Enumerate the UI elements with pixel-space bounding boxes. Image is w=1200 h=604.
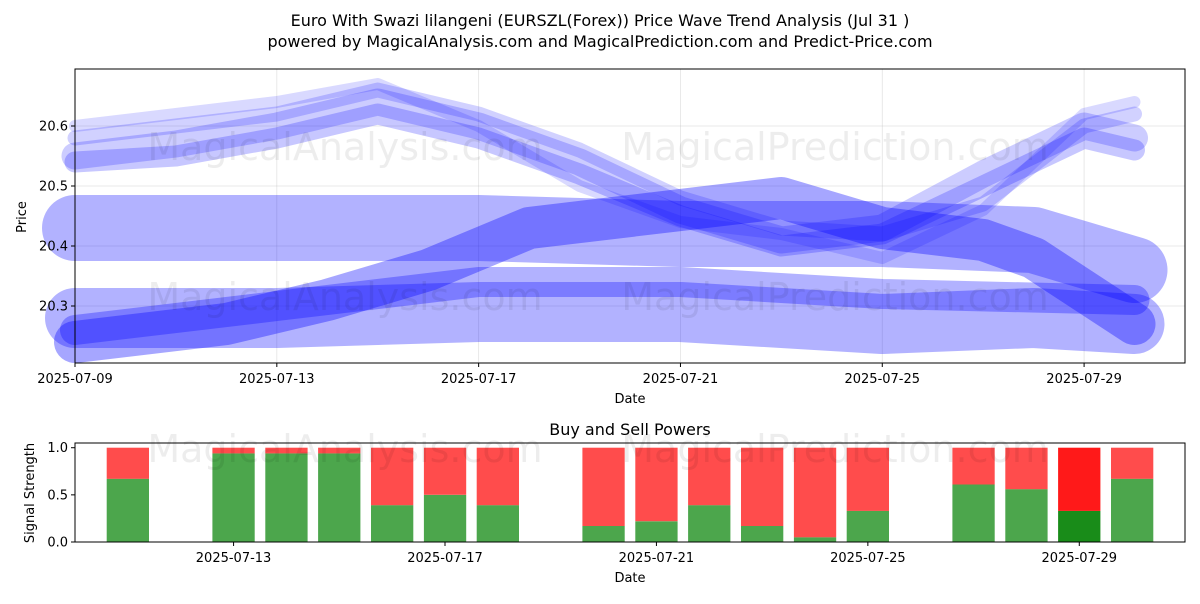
sell-bar bbox=[1005, 447, 1048, 490]
buy-bar bbox=[635, 521, 678, 542]
sell-bar bbox=[423, 447, 467, 495]
price-x-tick-label: 2025-07-09 bbox=[37, 372, 113, 387]
buy-sell-x-tick-label: 2025-07-17 bbox=[407, 551, 483, 566]
buy-bar bbox=[741, 526, 784, 542]
buy-sell-x-axis-label: Date bbox=[614, 571, 645, 586]
sell-bar bbox=[582, 447, 625, 526]
sell-bar bbox=[212, 447, 255, 454]
sell-bar bbox=[952, 447, 995, 485]
price-y-tick-label: 20.5 bbox=[39, 180, 68, 195]
price-x-tick-label: 2025-07-25 bbox=[844, 372, 920, 387]
buy-sell-y-tick-label: 0.5 bbox=[47, 488, 68, 503]
price-plot-frame bbox=[74, 68, 1186, 364]
sell-bar bbox=[1058, 447, 1101, 511]
price-y-axis-label: Price bbox=[15, 201, 30, 233]
price-y-tick-label: 20.4 bbox=[39, 240, 68, 255]
buy-sell-plot-frame bbox=[74, 442, 1186, 543]
price-wave-band bbox=[42, 195, 1168, 303]
price-y-tick-label: 20.3 bbox=[39, 300, 68, 315]
buy-sell-x-tick-label: 2025-07-29 bbox=[1042, 551, 1118, 566]
watermark-analysis-bottom: MagicalAnalysis.com bbox=[147, 427, 542, 471]
sell-bar bbox=[371, 447, 414, 506]
sell-bar bbox=[1111, 447, 1154, 479]
price-wave-band bbox=[67, 82, 1142, 242]
watermark-prediction-bottom: MagicalPrediction.com bbox=[621, 427, 1049, 471]
buy-sell-title: Buy and Sell Powers bbox=[549, 420, 711, 439]
buy-bar bbox=[371, 505, 414, 542]
buy-bar bbox=[793, 537, 837, 542]
buy-sell-y-ticks: 0.0 0.5 1.0 bbox=[47, 441, 75, 551]
chart-title-line2: powered by MagicalAnalysis.com and Magic… bbox=[267, 32, 932, 51]
price-wave-band bbox=[45, 282, 1165, 354]
sell-bar bbox=[318, 447, 361, 454]
price-x-tick-label: 2025-07-21 bbox=[643, 372, 719, 387]
watermark-prediction-top-1: MagicalPrediction.com bbox=[621, 125, 1049, 169]
watermark-prediction-top-2: MagicalPrediction.com bbox=[621, 275, 1049, 319]
buy-sell-chart: Buy and Sell Powers MagicalAnalysis.com … bbox=[23, 420, 1186, 586]
price-wave-band bbox=[61, 88, 1148, 254]
buy-bar bbox=[423, 494, 467, 542]
sell-bar bbox=[476, 447, 519, 506]
buy-bar bbox=[1058, 510, 1101, 542]
buy-sell-x-tick-label: 2025-07-13 bbox=[196, 551, 272, 566]
buy-sell-x-ticks: 2025-07-13 2025-07-17 2025-07-21 2025-07-25… bbox=[196, 542, 1117, 566]
buy-sell-y-tick-label: 0.0 bbox=[47, 536, 68, 551]
price-x-axis-label: Date bbox=[614, 392, 645, 407]
price-y-tick-label: 20.6 bbox=[39, 120, 68, 135]
price-x-ticks: 2025-07-09 2025-07-13 2025-07-17 2025-07-21… bbox=[37, 363, 1122, 387]
sell-bar bbox=[265, 447, 308, 454]
buy-bar bbox=[952, 484, 995, 542]
buy-sell-y-tick-label: 1.0 bbox=[47, 441, 68, 456]
price-wave-band bbox=[64, 103, 1145, 257]
buy-bar bbox=[106, 478, 149, 542]
sell-bar bbox=[688, 447, 731, 506]
buy-bar bbox=[1005, 489, 1048, 542]
chart-title-line1: Euro With Swazi lilangeni (EURSZL(Forex)… bbox=[291, 11, 910, 30]
buy-bar bbox=[688, 505, 731, 542]
buy-bar bbox=[265, 453, 308, 542]
buy-sell-y-axis-label: Signal Strength bbox=[23, 443, 38, 543]
price-wave-chart: MagicalAnalysis.com MagicalPrediction.co… bbox=[15, 68, 1186, 407]
sell-bar bbox=[793, 447, 837, 538]
buy-sell-x-tick-label: 2025-07-25 bbox=[830, 551, 906, 566]
price-wave-band bbox=[60, 267, 1150, 345]
watermark-analysis-top-1: MagicalAnalysis.com bbox=[147, 125, 542, 169]
sell-bar bbox=[635, 447, 678, 522]
buy-bar bbox=[846, 510, 889, 542]
buy-sell-bars bbox=[106, 447, 1154, 542]
price-wave-band bbox=[69, 78, 1141, 264]
sell-bar bbox=[741, 447, 784, 526]
price-waves bbox=[42, 78, 1168, 363]
sell-bar bbox=[846, 447, 889, 511]
price-x-tick-label: 2025-07-13 bbox=[239, 372, 315, 387]
buy-bar bbox=[318, 453, 361, 542]
sell-bar bbox=[106, 447, 149, 479]
price-x-tick-label: 2025-07-17 bbox=[441, 372, 517, 387]
buy-bar bbox=[1111, 478, 1154, 542]
buy-bar bbox=[212, 453, 255, 542]
buy-bar bbox=[582, 526, 625, 542]
price-grid bbox=[74, 69, 1185, 363]
price-wave-band bbox=[54, 177, 1156, 363]
price-y-ticks: 20.3 20.4 20.5 20.6 bbox=[39, 120, 75, 315]
watermark-analysis-top-2: MagicalAnalysis.com bbox=[147, 275, 542, 319]
buy-sell-x-tick-label: 2025-07-21 bbox=[619, 551, 695, 566]
price-x-tick-label: 2025-07-29 bbox=[1046, 372, 1122, 387]
buy-bar bbox=[476, 505, 519, 542]
